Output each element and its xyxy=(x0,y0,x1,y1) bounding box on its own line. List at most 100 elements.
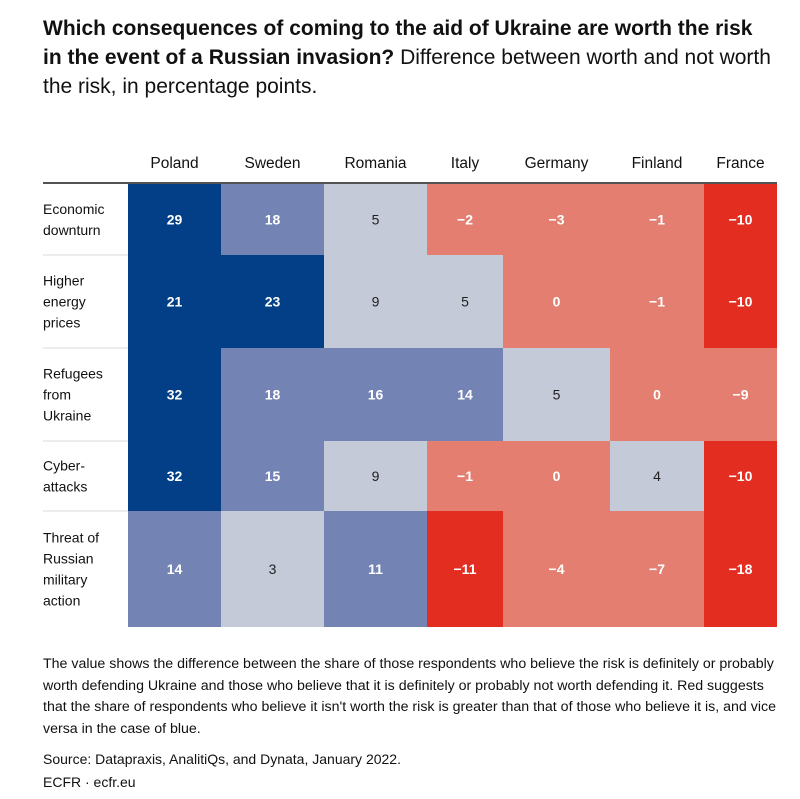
row-label-line: Economic xyxy=(43,201,104,217)
chart-title: Which consequences of coming to the aid … xyxy=(43,14,773,101)
cell-value-label: −10 xyxy=(729,212,753,228)
cell-value-label: −4 xyxy=(549,561,565,577)
row-label-line: action xyxy=(43,593,80,609)
heatmap-cell xyxy=(610,348,704,441)
cell-value-label: −2 xyxy=(457,212,473,228)
cell-value-label: 5 xyxy=(553,387,561,403)
cell-value-label: −11 xyxy=(454,561,477,577)
cell-value-label: −1 xyxy=(457,468,473,484)
cell-value-label: 9 xyxy=(372,468,380,484)
heatmap-chart: Poland Sweden Romania Italy Germany Finland Fr… xyxy=(43,155,777,627)
chart-title-rest: Difference between worth and not worth t… xyxy=(43,46,771,98)
column-header-france: France xyxy=(716,155,764,172)
heatmap-cell xyxy=(704,348,777,441)
cell-value-label: 5 xyxy=(461,294,469,310)
cell-value-label: 14 xyxy=(167,561,183,577)
cell-value-label: 0 xyxy=(553,468,561,484)
heatmap-cell xyxy=(610,184,704,255)
row-label-line: Threat of xyxy=(43,530,99,546)
heatmap-cell xyxy=(128,441,221,511)
cell-value-label: 9 xyxy=(372,294,380,310)
column-header-poland: Poland xyxy=(150,155,198,172)
heatmap-cell xyxy=(427,441,503,511)
heatmap-cell xyxy=(128,184,221,255)
cell-value-label: −7 xyxy=(649,561,665,577)
heatmap-cell xyxy=(128,511,221,627)
row-label-line: Russian xyxy=(43,551,94,567)
cell-value-label: 16 xyxy=(368,387,384,403)
column-headers: Poland Sweden Romania Italy Germany Finland Fr… xyxy=(150,155,764,172)
heatmap-cell xyxy=(221,184,324,255)
row-label-line: Ukraine xyxy=(43,408,91,424)
row-label-line: downturn xyxy=(43,222,101,238)
heatmap-cell xyxy=(221,348,324,441)
cell-value-label: 4 xyxy=(653,468,661,484)
column-header-romania: Romania xyxy=(344,155,406,172)
chart-credit: ECFR · ecfr.eu xyxy=(43,774,136,790)
heatmap-cell xyxy=(503,511,610,627)
heatmap-cell xyxy=(610,441,704,511)
cell-value-label: 3 xyxy=(269,561,277,577)
row-label-line: military xyxy=(43,572,87,588)
heatmap-cell xyxy=(427,255,503,348)
cell-value-label: −9 xyxy=(733,387,749,403)
column-header-finland: Finland xyxy=(632,155,683,172)
cell-value-label: 0 xyxy=(653,387,661,403)
cell-value-label: 5 xyxy=(372,212,380,228)
heatmap-cell xyxy=(610,511,704,627)
cell-value-label: −10 xyxy=(729,294,753,310)
heatmap-cell xyxy=(427,511,503,627)
row-label-line: prices xyxy=(43,315,80,331)
cell-value-label: −1 xyxy=(649,212,665,228)
heatmap-cell xyxy=(503,255,610,348)
cell-value-label: 18 xyxy=(265,212,281,228)
chart-title-bold: Which consequences of coming to the aid … xyxy=(43,17,753,69)
heatmap-cell xyxy=(324,255,427,348)
heatmap-cell xyxy=(704,184,777,255)
heatmap-cell xyxy=(324,511,427,627)
heatmap-cell xyxy=(128,348,221,441)
cell-value-label: −18 xyxy=(729,561,753,577)
row-label-line: Higher xyxy=(43,273,85,289)
cell-value-label: 11 xyxy=(368,561,383,577)
cell-value-label: 32 xyxy=(167,387,183,403)
chart-source: Source: Datapraxis, AnalitiQs, and Dynat… xyxy=(43,751,401,767)
heatmap-cell xyxy=(503,348,610,441)
cell-value-label: 29 xyxy=(167,212,183,228)
cell-value-label: 32 xyxy=(167,468,183,484)
cell-value-label: 0 xyxy=(553,294,561,310)
heatmap-cell xyxy=(427,348,503,441)
row-label-line: attacks xyxy=(43,479,87,495)
row-labels: Economic downturn Higher energy prices Refuge… xyxy=(43,201,128,609)
heatmap-cell xyxy=(704,255,777,348)
heatmap-cell xyxy=(704,511,777,627)
heatmap-cell xyxy=(503,184,610,255)
row-label-line: energy xyxy=(43,294,86,310)
row-label-line: from xyxy=(43,387,71,403)
column-header-germany: Germany xyxy=(525,155,589,172)
cell-value-label: −1 xyxy=(649,294,665,310)
chart-note: The value shows the difference between t… xyxy=(43,656,776,737)
cell-value-label: 23 xyxy=(265,294,281,310)
row-label-line: Cyber- xyxy=(43,458,85,474)
heatmap-cell xyxy=(128,255,221,348)
cell-value-label: 15 xyxy=(265,468,281,484)
cell-value-label: 21 xyxy=(167,294,183,310)
row-label-line: Refugees xyxy=(43,366,103,382)
column-header-italy: Italy xyxy=(451,155,480,172)
heatmap-cell xyxy=(221,255,324,348)
heatmap-cell xyxy=(610,255,704,348)
cell-value-label: 14 xyxy=(457,387,473,403)
heatmap-cell xyxy=(704,441,777,511)
cell-value-label: −3 xyxy=(549,212,565,228)
heatmap-cell xyxy=(324,184,427,255)
cell-value-label: −10 xyxy=(729,468,753,484)
heatmap-cell xyxy=(324,441,427,511)
column-header-sweden: Sweden xyxy=(244,155,300,172)
heatmap-cell xyxy=(221,511,324,627)
heatmap-cell xyxy=(503,441,610,511)
heatmap-cell xyxy=(324,348,427,441)
heatmap-cell xyxy=(221,441,324,511)
heatmap-cell xyxy=(427,184,503,255)
